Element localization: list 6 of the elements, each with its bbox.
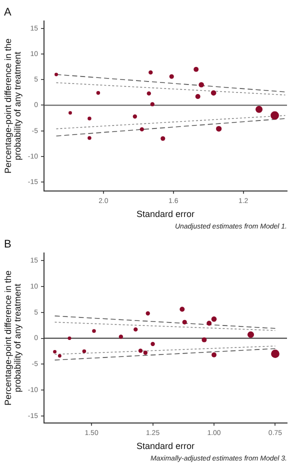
y-axis-title: Percentage-point difference in the probability of any treatment [3,38,23,174]
x-axis-title: Standard error [136,441,195,452]
x-axis-title: Standard error [136,209,195,220]
chart-title: B [4,238,12,251]
y-axis-title: Percentage-point difference in the probability of any treatment [3,270,23,406]
chart-title: A [4,6,12,19]
